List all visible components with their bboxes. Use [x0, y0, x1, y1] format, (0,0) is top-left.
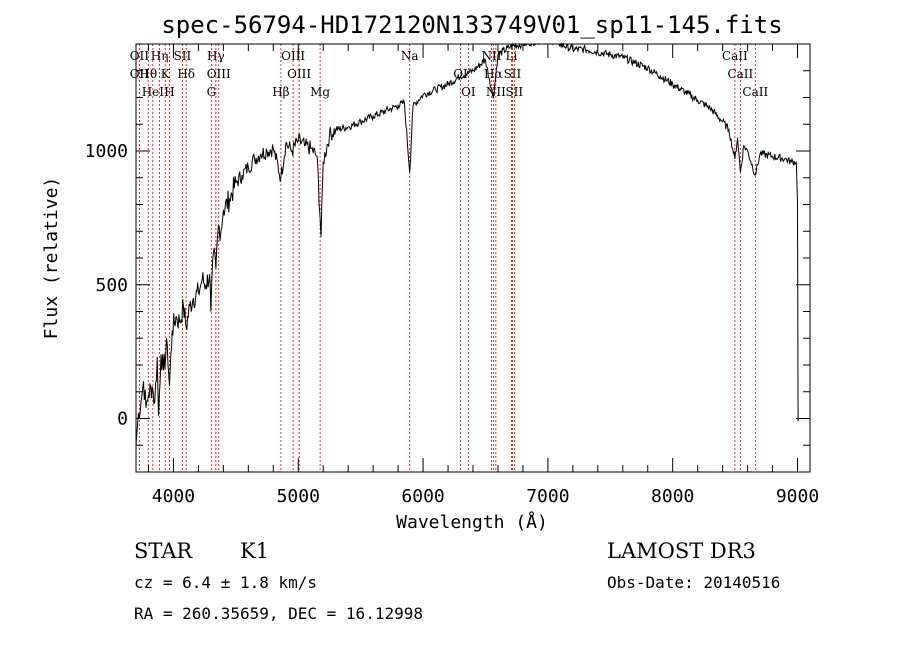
chart-title: spec-56794-HD172120N133749V01_sp11-145.f… [161, 11, 782, 39]
marker-label: Hβ [272, 85, 289, 99]
x-tick-label: 7000 [526, 486, 569, 507]
marker-label: Mg [310, 85, 330, 99]
marker-label: NII [486, 85, 506, 99]
y-axis-label: Flux (relative) [41, 177, 62, 340]
marker-label: H [164, 85, 174, 99]
object-class: STAR [134, 539, 193, 563]
marker-label: G [207, 85, 217, 99]
object-subclass: K1 [240, 539, 269, 563]
marker-label: OII [130, 67, 150, 81]
marker-label: K [161, 67, 171, 81]
marker-label: OI [453, 67, 468, 81]
marker-label: CaII [722, 49, 748, 63]
marker-label: OI [461, 85, 476, 99]
axis-ticks: 4000 5000 6000 7000 8000 9000 0 500 1000 [85, 43, 819, 507]
marker-label: NII [481, 49, 501, 63]
survey-name: LAMOST DR3 [607, 539, 756, 563]
marker-label: CaII [727, 67, 753, 81]
x-tick-label: 9000 [776, 486, 819, 507]
marker-label: OIII [207, 67, 231, 81]
x-tick-label: 5000 [277, 486, 320, 507]
marker-label: Na [401, 49, 419, 63]
marker-label: SII [505, 85, 523, 99]
redshift-readout: cz = 6.4 ± 1.8 km/s [134, 573, 317, 592]
marker-label: OII [130, 49, 150, 63]
emission-line-markers: OIIOIIHθHeIHηKHSIIHδGHγOIIIHβOIIIOIIIMgN… [130, 44, 768, 472]
marker-label: Hη [151, 49, 169, 63]
marker-label: Hγ [207, 49, 225, 63]
marker-label: SII [174, 49, 192, 63]
coordinates: RA = 260.35659, DEC = 16.12998 [134, 604, 423, 623]
y-tick-label: 500 [95, 275, 128, 296]
spectrum-line [135, 42, 799, 446]
marker-label: HeI [142, 85, 165, 99]
marker-label: CaII [742, 85, 768, 99]
marker-label: OIII [281, 49, 305, 63]
marker-label: Hα [484, 67, 503, 81]
y-tick-label: 0 [117, 409, 128, 430]
x-tick-label: 6000 [401, 486, 444, 507]
x-axis-label: Wavelength (Å) [396, 511, 548, 533]
marker-label: Li [506, 49, 518, 63]
y-tick-label: 1000 [85, 141, 128, 162]
obs-date: Obs-Date: 20140516 [607, 573, 780, 592]
x-tick-label: 8000 [651, 486, 694, 507]
marker-label: Hδ [177, 67, 195, 81]
marker-label: SII [504, 67, 522, 81]
marker-label: OIII [287, 67, 311, 81]
x-tick-label: 4000 [152, 486, 195, 507]
marker-label: Hθ [139, 67, 157, 81]
